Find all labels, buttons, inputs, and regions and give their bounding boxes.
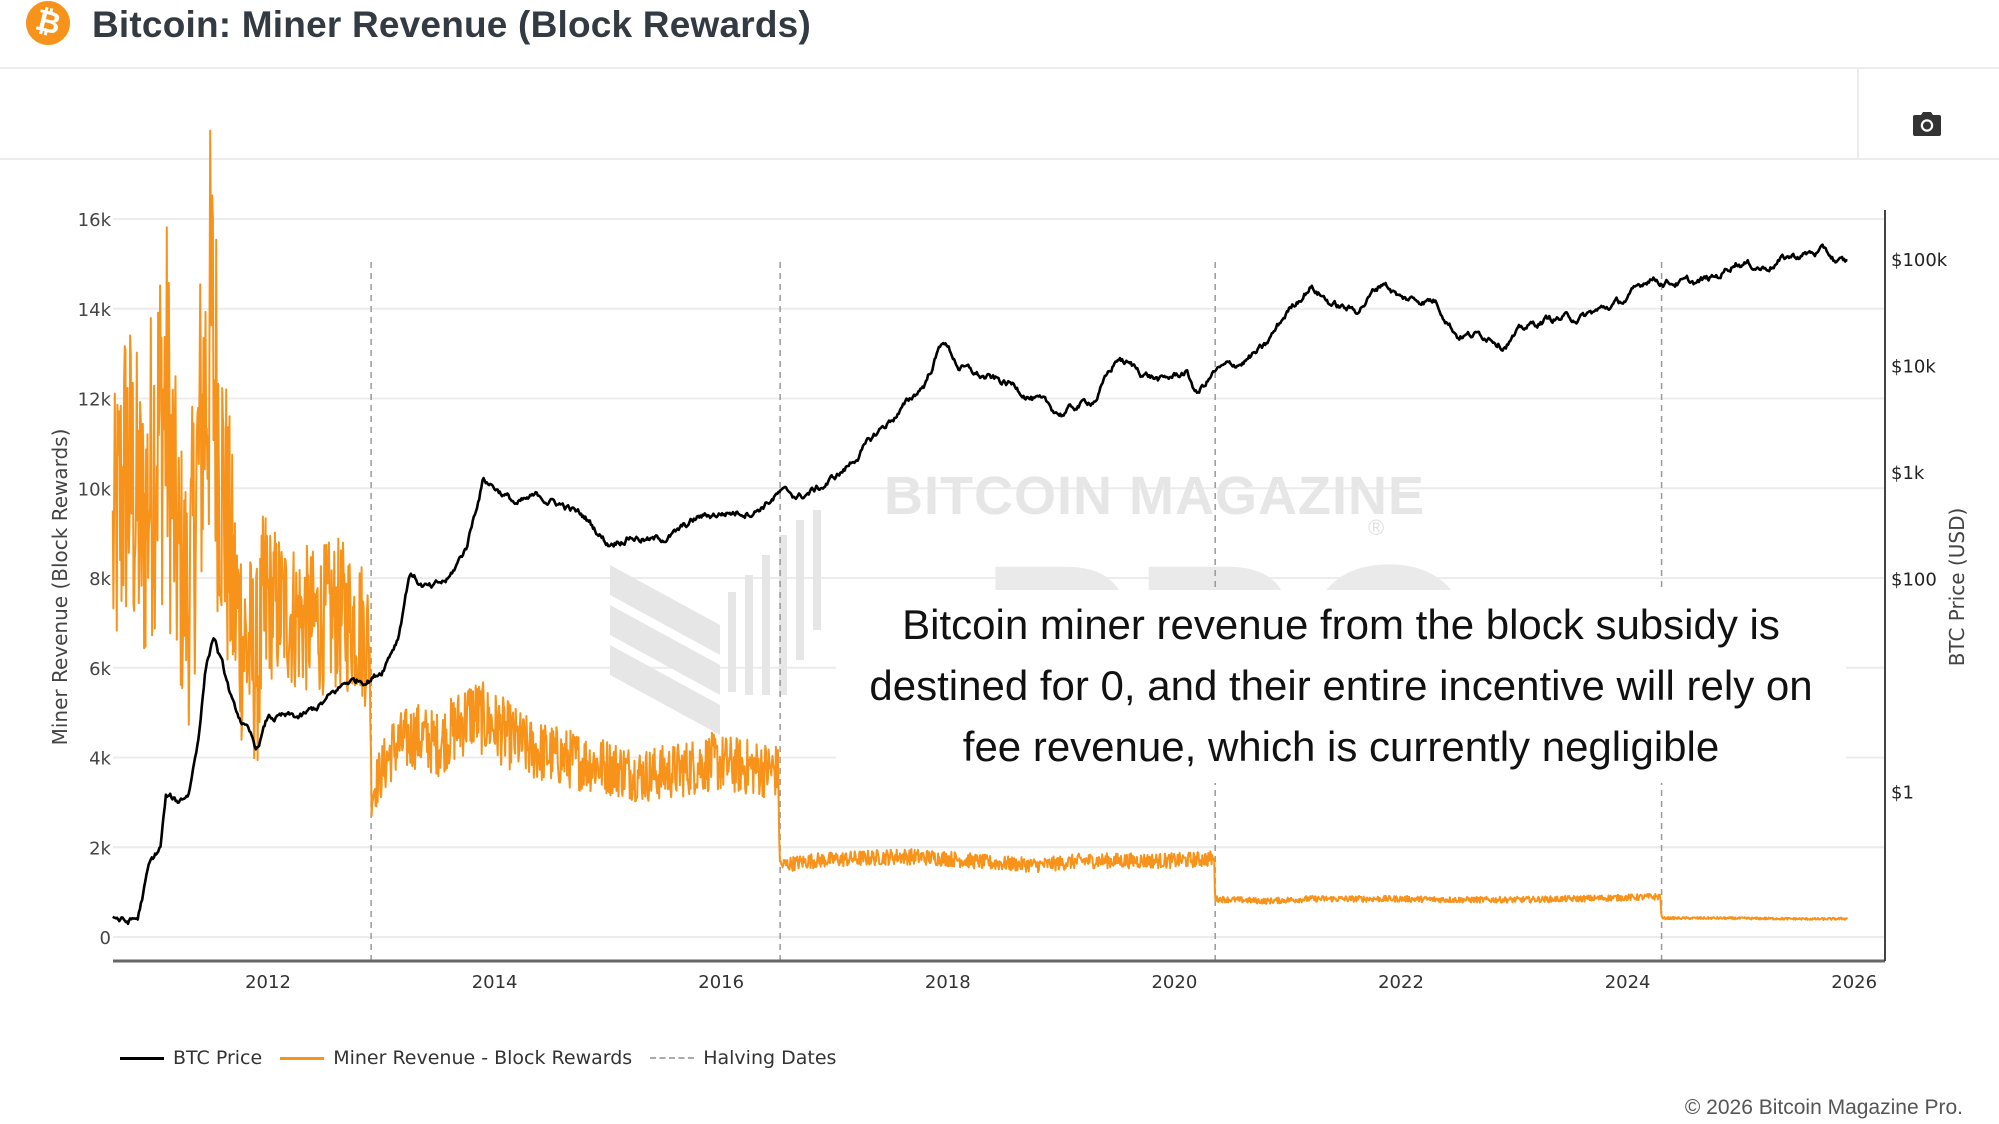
x-tick-label: 2026 (1831, 972, 1877, 993)
legend-label: BTC Price (173, 1047, 263, 1069)
x-tick-label: 2014 (472, 972, 518, 993)
x-tick-label: 2012 (245, 972, 291, 993)
watermark-logo-icon (610, 510, 821, 735)
y-tick-label: 4k (89, 749, 111, 770)
legend-swatch-halving-dates (650, 1057, 695, 1059)
copyright-footer: © 2026 Bitcoin Magazine Pro. (1684, 1096, 1963, 1119)
y-tick-label: 16k (78, 210, 112, 231)
toolbar-divider (1857, 69, 1859, 158)
y2-axis-title: BTC Price (USD) (1945, 508, 1969, 667)
x-tick-label: 2024 (1605, 972, 1651, 993)
y2-tick-label: $1 (1891, 783, 1914, 804)
y-tick-label: 14k (78, 300, 112, 321)
y-axis-title: Miner Revenue (Block Rewards) (48, 429, 72, 746)
x-tick-label: 2020 (1151, 972, 1197, 993)
watermark-text: BITCOIN MAGAZINE (884, 466, 1425, 526)
y-tick-label: 2k (89, 838, 111, 859)
y2-tick-label: $10k (1891, 357, 1936, 378)
camera-icon (1913, 112, 1941, 136)
legend-swatch-miner-revenue (280, 1056, 325, 1060)
miner-revenue-line (111, 129, 1849, 921)
x-tick-label: 2016 (698, 972, 744, 993)
y2-tick-label: $1k (1891, 463, 1925, 484)
download-screenshot-button[interactable] (1912, 111, 1942, 137)
legend-label: Halving Dates (703, 1047, 837, 1069)
chart-toolbar (0, 69, 1999, 160)
legend-item-halving-dates[interactable]: Halving Dates (650, 1047, 836, 1069)
legend-swatch-btc-price (120, 1056, 164, 1060)
legend-item-btc-price[interactable]: BTC Price (120, 1047, 262, 1069)
legend: BTC Price Miner Revenue - Block Rewards … (120, 1046, 854, 1070)
annotation-text: Bitcoin miner revenue from the block sub… (836, 590, 1846, 783)
btc-price-line (112, 243, 1848, 926)
y-tick-label: 6k (89, 659, 111, 680)
y-tick-label: 0 (100, 928, 111, 949)
y-tick-label: 10k (78, 479, 112, 500)
axes: 0 2k 4k 6k 8k 10k 12k 14k 16k $1 $100 $1k $10k $100k 2… (78, 210, 1948, 993)
page-title: Bitcoin: Miner Revenue (Block Rewards) (92, 4, 811, 45)
y2-tick-label: $100k (1891, 250, 1948, 271)
y-tick-label: 12k (78, 390, 112, 411)
y-tick-label: 8k (89, 569, 111, 590)
watermark-registered: ® (1368, 515, 1384, 540)
page-header: ₿ Bitcoin: Miner Revenue (Block Rewards) (0, 0, 1999, 69)
legend-label: Miner Revenue - Block Rewards (333, 1047, 633, 1069)
x-tick-label: 2018 (925, 972, 971, 993)
x-tick-label: 2022 (1378, 972, 1424, 993)
y2-tick-label: $100 (1891, 570, 1937, 591)
legend-item-miner-revenue[interactable]: Miner Revenue - Block Rewards (280, 1047, 632, 1069)
